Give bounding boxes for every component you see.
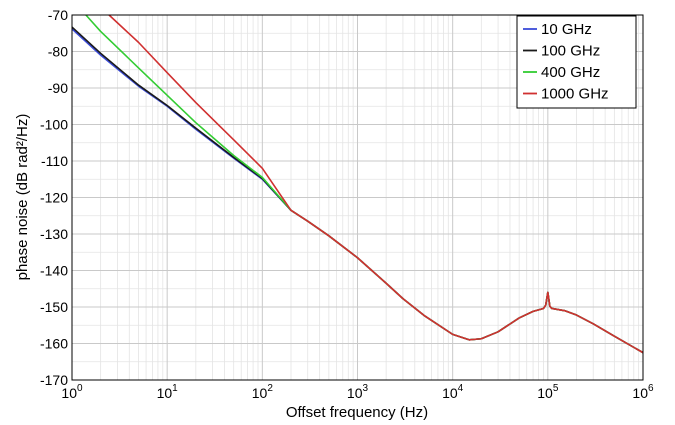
- x-axis-label: Offset frequency (Hz): [286, 404, 428, 421]
- x-tick-label: 100: [61, 383, 83, 401]
- y-tick-label: -160: [40, 336, 68, 352]
- y-tick-label: -100: [40, 117, 68, 133]
- x-tick-label: 105: [537, 383, 559, 401]
- x-tick-label: 101: [157, 383, 179, 401]
- x-tick-label: 106: [632, 383, 654, 401]
- y-tick-label: -130: [40, 226, 68, 242]
- y-tick-label: -90: [48, 80, 68, 96]
- y-tick-label: -120: [40, 190, 68, 206]
- legend-label-100-ghz: 100 GHz: [541, 43, 600, 60]
- y-tick-labels: -70 -80 -90 -100 -110 -120 -130 -140 -150 -160 -17…: [40, 7, 68, 388]
- y-tick-label: -170: [40, 372, 68, 388]
- y-tick-label: -140: [40, 263, 68, 279]
- y-tick-label: -150: [40, 299, 68, 315]
- legend-label-1000-ghz: 1000 GHz: [541, 86, 609, 103]
- y-tick-label: -110: [41, 153, 68, 169]
- x-tick-label: 104: [442, 383, 464, 401]
- x-tick-label: 103: [347, 383, 369, 401]
- series-line-1000-ghz: [108, 14, 644, 354]
- x-tick-label: 102: [252, 383, 274, 401]
- plot-frame: [71, 14, 644, 381]
- legend-label-400-ghz: 400 GHz: [541, 64, 600, 81]
- legend: 10 GHz 100 GHz 400 GHz 1000 GHz: [516, 15, 637, 109]
- y-tick-label: -80: [48, 44, 68, 60]
- series-layer: [71, 14, 644, 354]
- y-tick-label: -70: [48, 7, 68, 23]
- y-axis-label: phase noise (dB rad²/Hz): [14, 114, 31, 281]
- legend-label-10-ghz: 10 GHz: [541, 21, 592, 38]
- x-tick-labels: 100 101 102 103 104 105 106: [61, 383, 654, 401]
